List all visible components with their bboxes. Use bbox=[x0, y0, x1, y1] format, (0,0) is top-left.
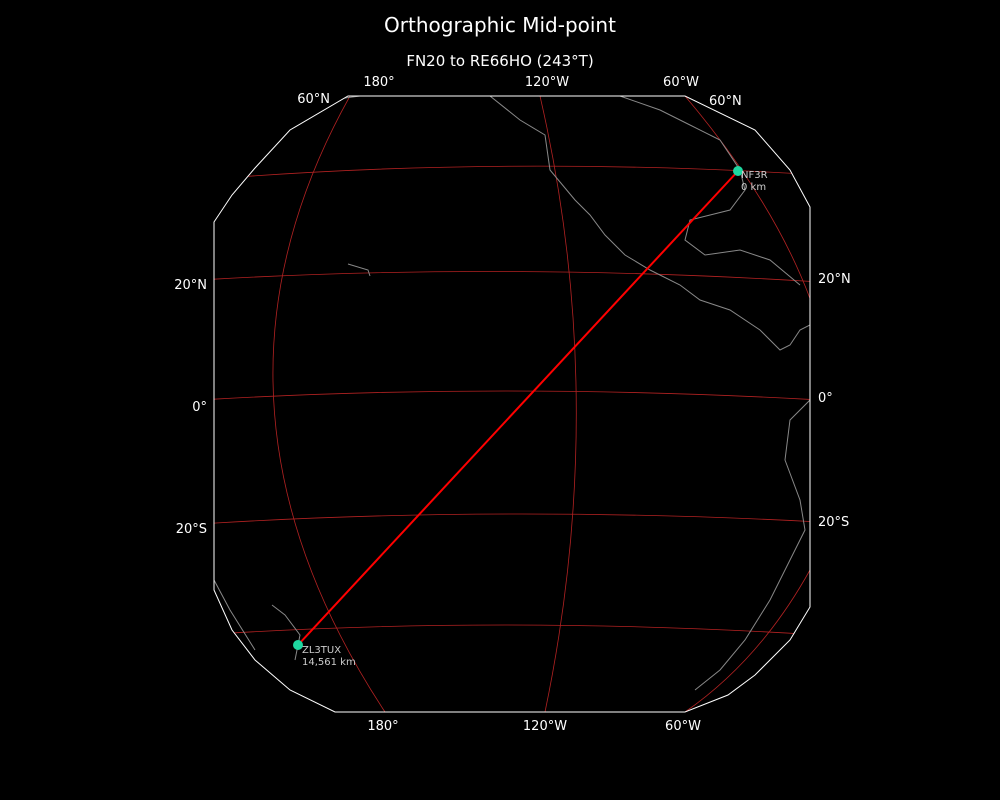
lon-label-bottom: 120°W bbox=[523, 719, 567, 734]
station-label: ZL3TUX bbox=[302, 645, 341, 656]
lat-label-right: 20°S bbox=[818, 515, 849, 530]
latitude-line-20n bbox=[214, 271, 810, 283]
lat-label-left: 20°N bbox=[174, 278, 207, 293]
lat-label-left: 60°N bbox=[297, 92, 330, 107]
lat-label-right: 0° bbox=[818, 391, 833, 406]
station-marker-nf3r[interactable] bbox=[733, 166, 743, 176]
lat-label-right: 60°N bbox=[709, 94, 742, 109]
great-circle-path bbox=[297, 170, 739, 646]
station-marker-zl3tux[interactable] bbox=[293, 640, 303, 650]
latitude-line-40s bbox=[214, 624, 810, 636]
longitude-line-120w bbox=[539, 96, 577, 712]
latitude-line-20s bbox=[214, 513, 810, 525]
lat-label-left: 20°S bbox=[176, 522, 207, 537]
latitude-line-40n bbox=[214, 165, 810, 181]
map-title: Orthographic Mid-point bbox=[384, 13, 616, 37]
map-subtitle: FN20 to RE66HO (243°T) bbox=[406, 52, 594, 70]
graticule bbox=[214, 96, 810, 712]
globe-content bbox=[214, 96, 810, 712]
longitude-line-180 bbox=[272, 96, 386, 712]
lon-label-bottom: 60°W bbox=[665, 719, 701, 734]
lat-label-left: 0° bbox=[192, 400, 207, 415]
station-label: NF3R bbox=[741, 170, 768, 181]
globe-border bbox=[213, 95, 811, 713]
coastlines bbox=[214, 96, 810, 691]
station-distance: 0 km bbox=[741, 182, 766, 193]
lon-label-top: 180° bbox=[363, 75, 394, 90]
latitude-line-0 bbox=[214, 390, 810, 401]
lon-label-top: 120°W bbox=[525, 75, 569, 90]
lon-label-bottom: 180° bbox=[367, 719, 398, 734]
lat-label-right: 20°N bbox=[818, 272, 851, 287]
lon-label-top: 60°W bbox=[663, 75, 699, 90]
station-distance: 14,561 km bbox=[302, 657, 356, 668]
longitude-line-60w bbox=[684, 96, 810, 712]
